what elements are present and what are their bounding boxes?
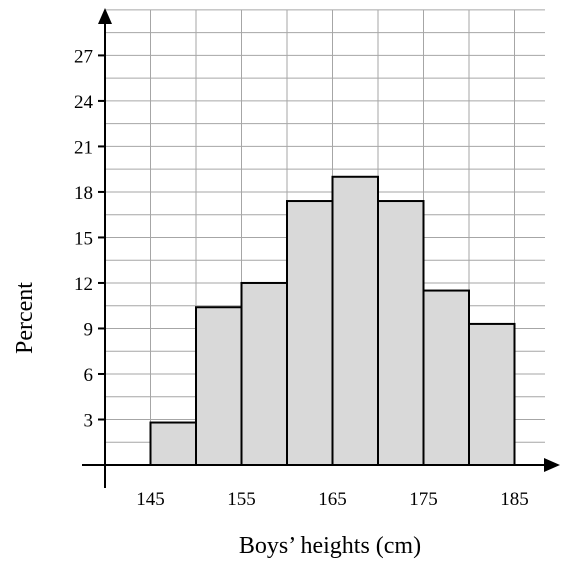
axes <box>82 8 560 488</box>
histogram-bar <box>377 200 425 467</box>
histogram-bar <box>468 322 516 466</box>
y-tick-label: 12 <box>74 274 93 295</box>
x-axis-arrow-icon <box>544 458 560 472</box>
y-tick-label: 21 <box>74 137 93 158</box>
histogram-bar <box>422 289 470 467</box>
y-axis-title: Percent <box>12 282 38 354</box>
bars <box>149 175 516 467</box>
histogram-bar <box>149 421 197 466</box>
histogram-bar <box>240 281 288 466</box>
y-tick-label: 24 <box>74 92 94 113</box>
y-tick-label: 27 <box>74 46 93 67</box>
x-axis-title: Boys’ heights (cm) <box>239 533 421 559</box>
y-tick-label: 15 <box>74 228 93 249</box>
x-tick-label: 155 <box>227 489 256 510</box>
x-tick-label: 175 <box>409 489 438 510</box>
x-tick-label: 165 <box>318 489 347 510</box>
tick-labels: 3 6 9 12 15 18 21 24 27 145 155 165 175 185 <box>74 46 529 510</box>
y-axis-arrow-icon <box>98 8 112 24</box>
x-tick-label: 185 <box>500 489 529 510</box>
histogram-bar <box>331 175 379 467</box>
histogram-bar <box>286 200 334 467</box>
y-tick-label: 3 <box>84 410 94 431</box>
y-tick-label: 9 <box>84 319 94 340</box>
x-tick-label: 145 <box>136 489 165 510</box>
y-tick-label: 18 <box>74 183 93 204</box>
histogram-bar <box>195 306 243 466</box>
y-tick-label: 6 <box>84 365 94 386</box>
